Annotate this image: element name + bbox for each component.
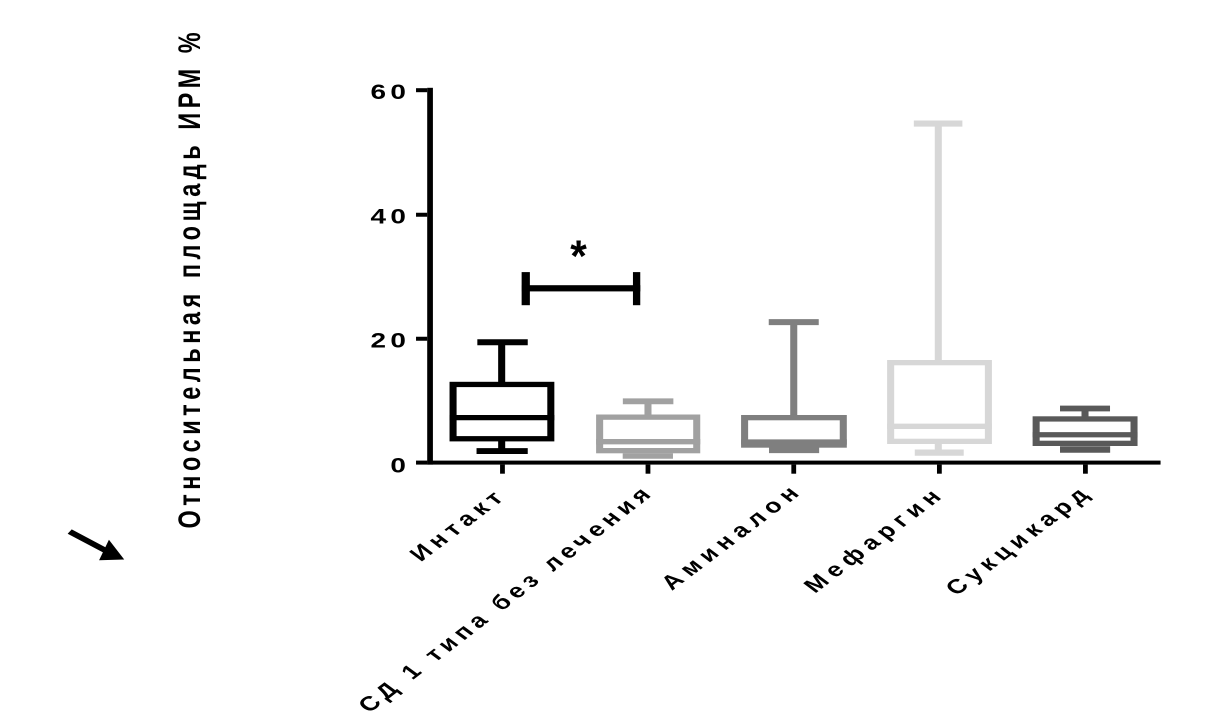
svg-text:Сукцикард: Сукцикард xyxy=(940,480,1098,599)
svg-text:СД 1 типа без лечения: СД 1 типа без лечения xyxy=(352,480,659,716)
svg-text:Мефаргин: Мефаргин xyxy=(798,482,951,597)
svg-text:Аминалон: Аминалон xyxy=(655,478,809,594)
svg-text:4: 4 xyxy=(370,205,386,228)
svg-text:0: 0 xyxy=(390,329,406,352)
svg-text:*: * xyxy=(570,232,587,281)
svg-text:0: 0 xyxy=(390,455,406,478)
svg-text:2: 2 xyxy=(370,329,386,352)
svg-text:Интакт: Интакт xyxy=(404,484,512,566)
svg-text:Относительная площадь ИРМ %: Относительная площадь ИРМ % xyxy=(172,28,207,529)
svg-text:0: 0 xyxy=(390,205,406,228)
svg-text:0: 0 xyxy=(390,81,406,104)
svg-text:6: 6 xyxy=(370,81,386,104)
